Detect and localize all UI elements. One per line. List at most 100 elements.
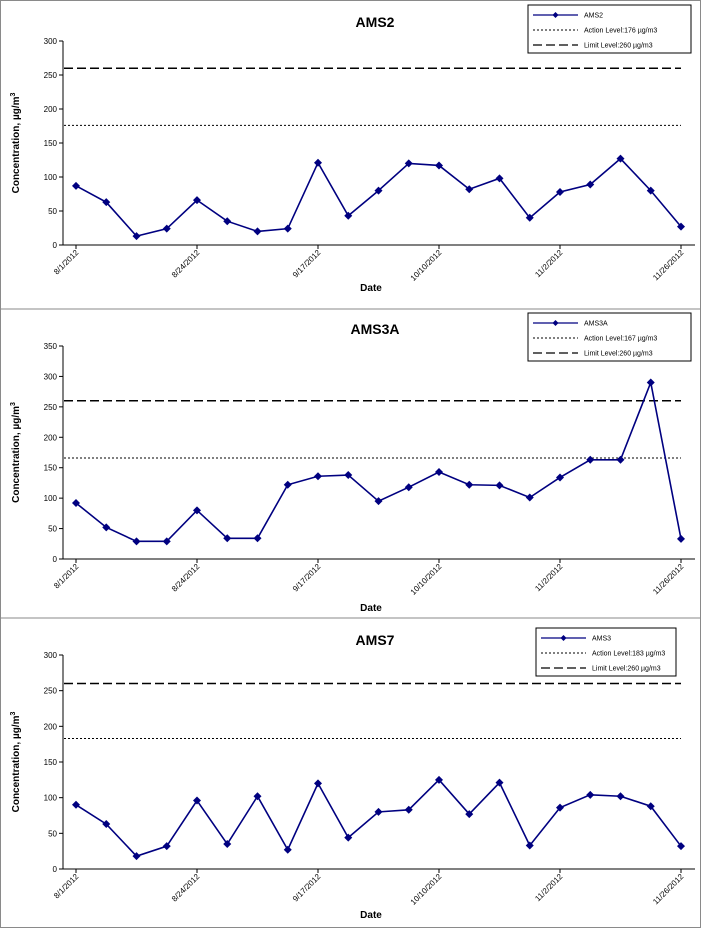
y-tick-label: 250	[44, 71, 58, 80]
x-tick-label: 11/2/2012	[533, 248, 564, 279]
data-point-marker	[374, 186, 383, 195]
y-axis-label: Concentration, µg/m3	[10, 712, 22, 813]
legend-reference-label: Action Level:183 µg/m3	[592, 651, 665, 658]
data-point-marker	[586, 180, 595, 189]
x-axis-label: Date	[360, 283, 382, 294]
data-point-marker	[374, 807, 383, 816]
y-tick-label: 300	[44, 651, 58, 660]
data-point-marker	[677, 222, 685, 231]
data-point-marker	[556, 187, 564, 196]
data-point-marker	[223, 840, 232, 849]
y-tick-label: 100	[44, 173, 58, 182]
legend-series-marker	[552, 12, 559, 18]
legend-series-label: AMS3A	[584, 321, 608, 328]
data-point-marker	[435, 775, 443, 784]
legend-reference-label: Limit Level:260 µg/m3	[584, 43, 653, 50]
series-line	[75, 157, 682, 238]
x-tick-label: 11/2/2012	[533, 562, 564, 593]
data-point-marker	[465, 480, 474, 489]
data-point-marker	[525, 493, 534, 502]
y-tick-label: 300	[44, 37, 58, 46]
data-point-marker	[223, 217, 232, 226]
x-tick-label: 10/10/2012	[409, 872, 444, 907]
x-tick-label: 9/17/2012	[291, 562, 323, 594]
data-point-marker	[132, 852, 141, 861]
x-tick-label: 9/17/2012	[291, 872, 323, 904]
x-tick-label: 11/26/2012	[651, 248, 686, 283]
data-point-marker	[132, 232, 141, 241]
y-tick-label: 200	[44, 105, 58, 114]
data-point-marker	[525, 841, 534, 850]
data-point-marker	[162, 224, 171, 233]
legend-series-marker	[552, 320, 559, 326]
x-axis-label: Date	[360, 910, 382, 921]
data-point-marker	[616, 792, 625, 801]
y-tick-label: 100	[44, 494, 58, 503]
data-point-marker	[495, 174, 504, 183]
data-point-marker	[495, 481, 504, 490]
chart-title: AMS7	[356, 632, 395, 648]
data-point-marker	[586, 455, 595, 464]
x-tick-label: 8/1/2012	[52, 562, 81, 591]
x-tick-label: 8/1/2012	[52, 872, 81, 901]
chart-title: AMS2	[356, 14, 395, 30]
y-tick-label: 150	[44, 758, 58, 767]
y-tick-label: 250	[44, 403, 58, 412]
y-tick-label: 0	[53, 555, 58, 564]
legend: AMS3 Action Level:183 µg/m3 Limit Level:26…	[535, 627, 677, 677]
data-point-marker	[72, 499, 80, 508]
data-point-marker	[495, 778, 504, 787]
legend-reference-label: Action Level:176 µg/m3	[584, 28, 657, 35]
chart-title: AMS3A	[350, 321, 399, 337]
x-tick-label: 8/1/2012	[52, 248, 81, 277]
x-tick-label: 11/26/2012	[651, 872, 686, 907]
x-tick-label: 8/24/2012	[170, 562, 202, 594]
data-point-marker	[556, 473, 564, 482]
data-point-marker	[193, 506, 201, 515]
data-point-marker	[253, 534, 262, 543]
data-point-marker	[162, 537, 171, 546]
y-tick-label: 100	[44, 794, 58, 803]
data-point-marker	[314, 158, 322, 167]
chart-panel-1: AMS2 0 50 100 150 200 250 300 8/1/2012 8/24/2012 9…	[10, 4, 695, 294]
data-point-marker	[465, 810, 474, 819]
data-point-marker	[435, 161, 443, 170]
data-point-marker	[435, 467, 443, 476]
data-point-marker	[616, 455, 625, 464]
data-point-marker	[677, 534, 685, 543]
data-point-marker	[102, 820, 111, 829]
x-tick-label: 11/26/2012	[651, 562, 686, 597]
chart-panel-2: AMS3A 0 50 100 150 200 250 300 350 8/1/2012 8/24/2…	[10, 312, 695, 614]
y-tick-label: 150	[44, 139, 58, 148]
x-tick-label: 10/10/2012	[409, 562, 444, 597]
data-point-marker	[253, 792, 262, 801]
data-point-marker	[344, 471, 353, 480]
data-point-marker	[102, 523, 111, 532]
x-tick-label: 10/10/2012	[409, 248, 444, 283]
legend: AMS2 Action Level:176 µg/m3 Limit Level:26…	[527, 4, 692, 54]
data-point-marker	[72, 181, 80, 190]
data-point-marker	[586, 790, 595, 799]
legend-reference-label: Limit Level:260 µg/m3	[592, 666, 661, 673]
data-point-marker	[404, 159, 413, 168]
data-point-marker	[525, 213, 534, 222]
data-point-marker	[314, 472, 322, 481]
y-tick-label: 50	[48, 829, 57, 838]
data-point-marker	[253, 227, 262, 236]
x-tick-label: 9/17/2012	[291, 248, 323, 280]
x-axis-label: Date	[360, 603, 382, 614]
data-point-marker	[646, 802, 655, 811]
x-tick-label: 11/2/2012	[533, 872, 564, 903]
x-tick-label: 8/24/2012	[170, 872, 202, 904]
y-tick-label: 0	[53, 865, 58, 874]
y-tick-label: 150	[44, 464, 58, 473]
data-point-marker	[404, 483, 413, 492]
data-point-marker	[374, 497, 383, 506]
data-point-marker	[344, 833, 353, 842]
data-point-marker	[314, 779, 322, 788]
data-point-marker	[404, 805, 413, 814]
y-tick-label: 250	[44, 687, 58, 696]
data-point-marker	[72, 800, 80, 809]
data-point-marker	[646, 186, 655, 195]
data-point-marker	[132, 537, 141, 546]
